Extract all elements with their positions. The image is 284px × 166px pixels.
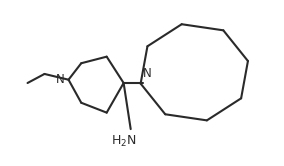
Text: N: N <box>143 67 152 80</box>
Text: H$_2$N: H$_2$N <box>111 134 136 149</box>
Text: N: N <box>56 73 64 86</box>
